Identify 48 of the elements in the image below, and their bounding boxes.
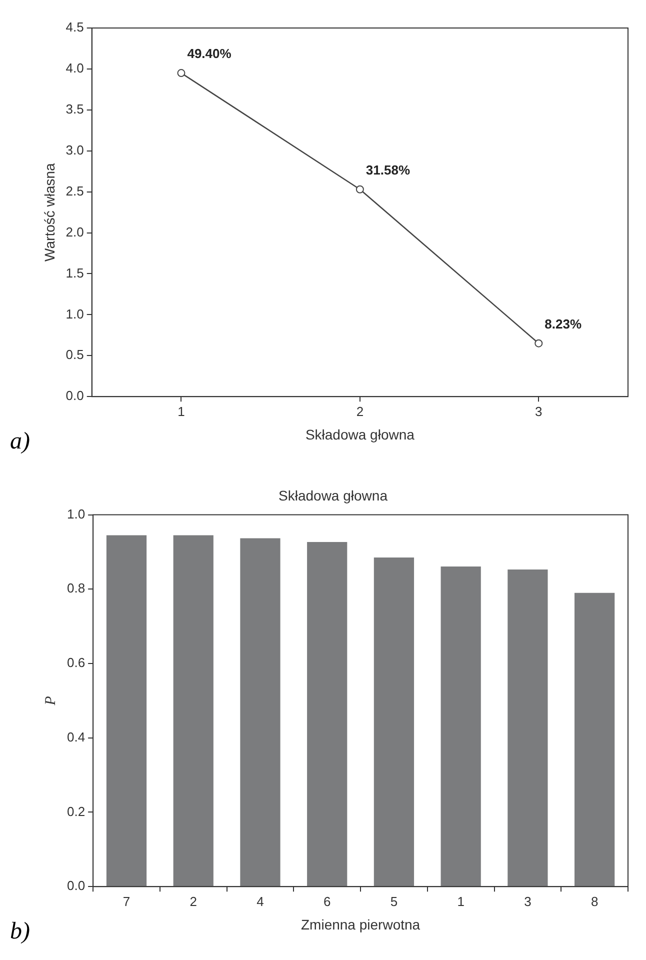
point [177,69,186,78]
y-tick-label: 0.2 [66,804,86,819]
x-tick-label: 1 [178,404,185,419]
bar [440,566,481,886]
x-tick-label: 4 [256,894,264,909]
x-axis-title: Składowa głowna [305,426,415,442]
x-tick-label: 3 [524,894,532,909]
bar [106,535,147,886]
x-tick-label: 8 [590,894,598,909]
bar [508,569,548,886]
x-tick-label: 6 [323,894,331,909]
annotation: 31.58% [366,162,410,178]
x-tick-label: 2 [190,894,197,909]
y-tick-label: 1.0 [66,306,84,322]
x-tick-label: 5 [390,894,398,909]
bar [240,538,280,886]
text: b) [10,918,30,944]
x-tick-label: 1 [457,894,464,909]
y-tick-label: 3.0 [66,142,84,158]
annotation: 49.40% [187,46,232,62]
x-tick-label: 3 [535,404,542,419]
text: a) [10,428,30,454]
y-tick-label: 1.0 [66,506,86,522]
bar [173,535,214,886]
y-tick-label: 4.5 [66,20,84,35]
bar [307,542,348,886]
y-tick-label: 0.5 [66,347,84,362]
y-tick-label: 4.0 [66,60,84,76]
y-tick-label: 0.4 [66,729,86,744]
y-tick-label: 3.5 [66,101,84,116]
y-axis-title: Wartość własna [41,162,58,262]
y-tick-label: 0.8 [66,580,86,596]
chart-title: Składowa głowna [278,487,388,504]
y-tick-label: 0.0 [66,388,84,404]
y-tick-label: 2.0 [66,224,84,240]
y-axis-title: P [42,696,59,706]
y-tick-label: 0.0 [66,878,86,894]
y-tick-label: 2.5 [66,183,84,198]
bar [374,558,414,886]
x-axis-title: Zmienna pierwotna [301,916,420,932]
y-tick-label: 1.5 [66,265,84,280]
point [534,339,543,348]
x-tick-label: 7 [122,894,130,909]
point [356,185,364,194]
annotation: 8.23% [544,316,582,332]
y-tick-label: 0.6 [66,655,86,670]
bar [574,592,615,886]
x-tick-label: 2 [356,404,364,419]
